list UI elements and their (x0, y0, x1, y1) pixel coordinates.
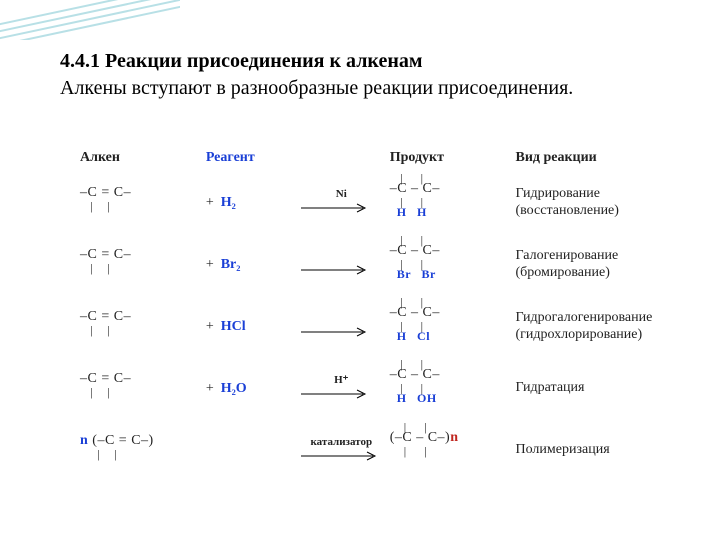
reagent-cell: + HCl (206, 319, 293, 335)
product-subs: H Cl (390, 329, 430, 344)
heading-body: Алкены вступают в разнообразные реакции … (60, 77, 573, 99)
reagent-cell: + Br₂ (206, 257, 293, 273)
alkene-struct: –C = C– | | (80, 185, 206, 221)
reaction-type: Гидрирование (восстановление) (516, 186, 681, 220)
arrow-cell (293, 250, 390, 280)
reaction-row: –C = C– | |+ HCl | |–C – C– | | H ClГидр… (80, 305, 680, 349)
product-sub1: Br (397, 267, 411, 281)
reaction-row: –C = C– | |+ Br₂ | |–C – C– | | Br BrГал… (80, 243, 680, 287)
arrow-icon (301, 450, 381, 462)
catalyst-label: H⁺ (301, 373, 381, 386)
product-sub1: H (397, 205, 407, 219)
poly-alkene-ticks: | | (80, 447, 117, 462)
reagent-formula: HCl (221, 319, 246, 334)
hdr-product: Продукт (390, 150, 516, 167)
alkene-struct: –C = C– | | (80, 247, 206, 283)
hdr-arrow (293, 150, 390, 167)
product-sub2: OH (417, 391, 437, 405)
product-sub1: H (397, 391, 407, 405)
alkene-struct: –C = C– | | (80, 309, 206, 345)
alkene-struct: n (–C = C–) | | (80, 433, 206, 469)
arrow-cell: Ni (293, 188, 390, 218)
reagent-formula: H₂ (221, 195, 236, 210)
reaction-type: Гидрогалогенирование (гидрохлорирование) (516, 310, 681, 344)
poly-product-main: (–C – C–) (390, 430, 451, 445)
product-sub2: H (417, 205, 427, 219)
product-struct: | | (–C – C–)n | | (390, 430, 516, 472)
catalyst-label: Ni (301, 188, 381, 200)
arrow-icon (301, 326, 371, 338)
alkene-ticks: | | (80, 261, 110, 276)
reaction-type: Галогенирование (бромирование) (516, 248, 681, 282)
heading-title: 4.4.1 Реакции присоединения к алкенам (60, 50, 422, 72)
product-struct: | |–C – C– | | H OH (390, 367, 516, 411)
table-header: Алкен Реагент Продукт Вид реакции (80, 150, 680, 167)
plus-sign: + (206, 257, 214, 272)
hdr-reagent: Реагент (206, 150, 293, 167)
reagent-cell: + H₂ (206, 195, 293, 211)
corner-decor (0, 0, 180, 40)
arrow-cell: H⁺ (293, 374, 390, 404)
product-sub2: Br (422, 267, 436, 281)
alkene-ticks: | | (80, 385, 110, 400)
plus-sign: + (206, 319, 214, 334)
poly-n-suffix: n (450, 430, 458, 445)
arrow-icon (301, 388, 371, 400)
reaction-type: Гидратация (516, 380, 681, 397)
product-struct: | |–C – C– | | H H (390, 181, 516, 225)
poly-bot-ticks: | | (390, 444, 427, 459)
product-sub2: Cl (417, 329, 430, 343)
poly-n-prefix: n (80, 433, 88, 448)
reagent-cell: + H₂O (206, 381, 293, 397)
reaction-row: –C = C– | |+ H₂ Ni | |–C – C– | | H HГидр… (80, 181, 680, 225)
arrow-cell (293, 312, 390, 342)
poly-catalyst: катализатор (301, 436, 381, 448)
product-sub1: H (397, 329, 407, 343)
plus-sign: + (206, 195, 214, 210)
arrow-icon (301, 264, 371, 276)
reaction-row-poly: n (–C = C–) | | катализатор | | (–C – C–… (80, 429, 680, 473)
hdr-alkene: Алкен (80, 150, 206, 167)
alkene-struct: –C = C– | | (80, 371, 206, 407)
arrow-cell: катализатор (293, 436, 390, 466)
heading-block: 4.4.1 Реакции присоединения к алкенам Ал… (60, 48, 660, 102)
poly-alkene-main: (–C = C–) (92, 433, 153, 448)
product-subs: Br Br (390, 267, 436, 282)
alkene-ticks: | | (80, 323, 110, 338)
reactions-table: Алкен Реагент Продукт Вид реакции –C = C… (80, 150, 680, 491)
reagent-formula: H₂O (221, 381, 247, 396)
reagent-formula: Br₂ (221, 257, 241, 272)
alkene-ticks: | | (80, 199, 110, 214)
hdr-type: Вид реакции (516, 150, 681, 167)
arrow-icon (301, 202, 371, 214)
product-struct: | |–C – C– | | H Cl (390, 305, 516, 349)
product-struct: | |–C – C– | | Br Br (390, 243, 516, 287)
stripe (0, 2, 180, 40)
reaction-row: –C = C– | |+ H₂O H⁺ | |–C – C– | | H OHГи… (80, 367, 680, 411)
product-subs: H OH (390, 391, 437, 406)
reaction-type: Полимеризация (516, 442, 681, 459)
product-subs: H H (390, 205, 427, 220)
plus-sign: + (206, 381, 214, 396)
